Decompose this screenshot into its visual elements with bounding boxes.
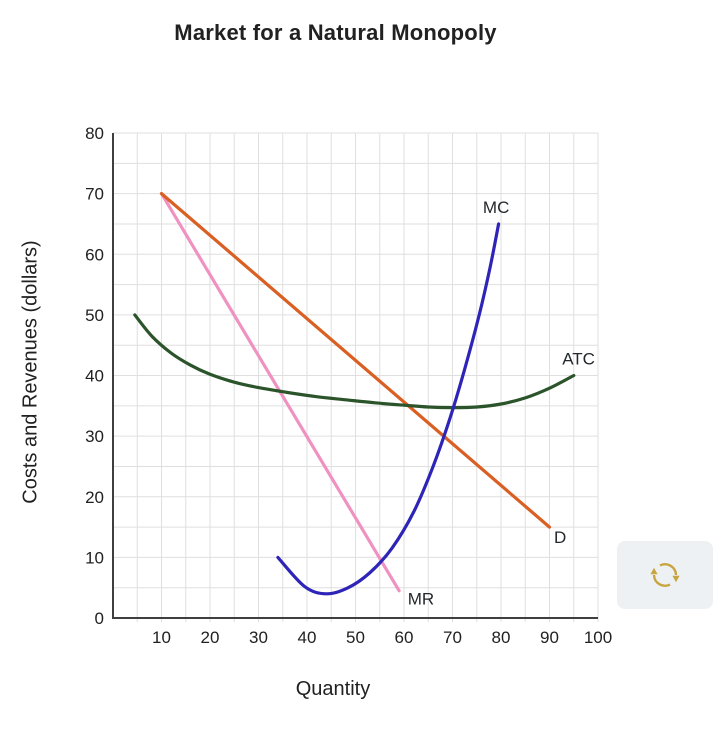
y-tick-label: 60 bbox=[85, 245, 104, 264]
y-tick-label: 20 bbox=[85, 488, 104, 507]
y-tick-label: 30 bbox=[85, 427, 104, 446]
chart-title: Market for a Natural Monopoly bbox=[174, 20, 497, 45]
curve-label-ATC: ATC bbox=[562, 350, 595, 369]
x-tick-label: 100 bbox=[584, 628, 612, 647]
curve-label-D: D bbox=[554, 528, 566, 547]
x-tick-label: 20 bbox=[201, 628, 220, 647]
x-tick-label: 30 bbox=[249, 628, 268, 647]
curve-label-MR: MR bbox=[408, 590, 434, 609]
x-tick-label: 80 bbox=[492, 628, 511, 647]
y-tick-label: 0 bbox=[95, 609, 104, 628]
refresh-button[interactable] bbox=[617, 541, 713, 609]
y-tick-label: 50 bbox=[85, 306, 104, 325]
x-tick-label: 70 bbox=[443, 628, 462, 647]
x-tick-label: 50 bbox=[346, 628, 365, 647]
curve-MC bbox=[276, 222, 501, 596]
y-tick-label: 10 bbox=[85, 548, 104, 567]
curve-label-MC: MC bbox=[483, 198, 509, 217]
x-tick-label: 90 bbox=[540, 628, 559, 647]
curve-D bbox=[159, 192, 552, 529]
x-tick-label: 60 bbox=[395, 628, 414, 647]
x-tick-label: 40 bbox=[298, 628, 317, 647]
y-tick-label: 70 bbox=[85, 185, 104, 204]
curve-ATC bbox=[133, 313, 576, 410]
refresh-icon-arrows bbox=[650, 563, 680, 587]
x-axis-label: Quantity bbox=[295, 678, 371, 700]
x-tick-label: 10 bbox=[152, 628, 171, 647]
refresh-icon bbox=[650, 563, 680, 587]
y-tick-label: 80 bbox=[85, 124, 104, 143]
y-tick-label: 40 bbox=[85, 367, 104, 386]
